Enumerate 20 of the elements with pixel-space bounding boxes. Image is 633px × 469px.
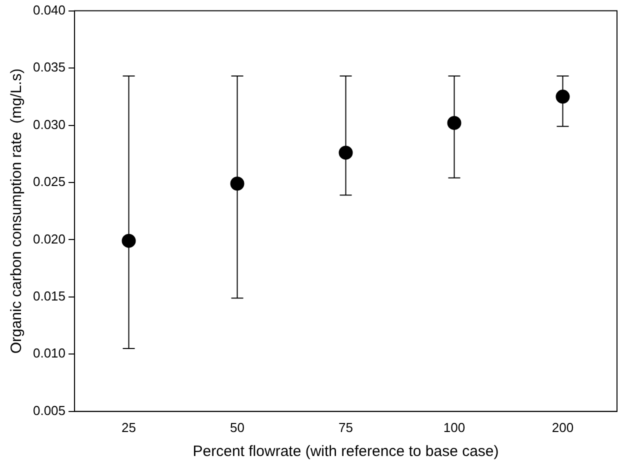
point [230, 176, 244, 191]
x-tick-label: 100 [443, 420, 466, 435]
x-axis-title: Percent flowrate (with reference to base case) [192, 443, 499, 460]
x-tick-label: 200 [552, 420, 574, 435]
point [122, 234, 136, 248]
y-tick-label: 0.040 [32, 2, 66, 18]
y-tick-label: 0.030 [32, 116, 66, 132]
x-tick-label: 75 [338, 420, 353, 435]
x-tick-label: 25 [122, 420, 136, 435]
y-tick-label: 0.015 [32, 288, 66, 304]
point [338, 146, 353, 160]
y-tick-label: 0.035 [32, 60, 66, 75]
point [556, 90, 570, 104]
point [447, 116, 462, 130]
y-tick-label: 0.025 [32, 174, 66, 190]
x-tick-label: 50 [230, 420, 245, 435]
y-tick-label: 0.020 [32, 231, 66, 246]
y-tick-label: 0.005 [32, 402, 66, 418]
y-axis-title: Organic carbon consumption rate (mg/L.s) [8, 68, 26, 354]
y-tick-label: 0.010 [32, 346, 66, 361]
